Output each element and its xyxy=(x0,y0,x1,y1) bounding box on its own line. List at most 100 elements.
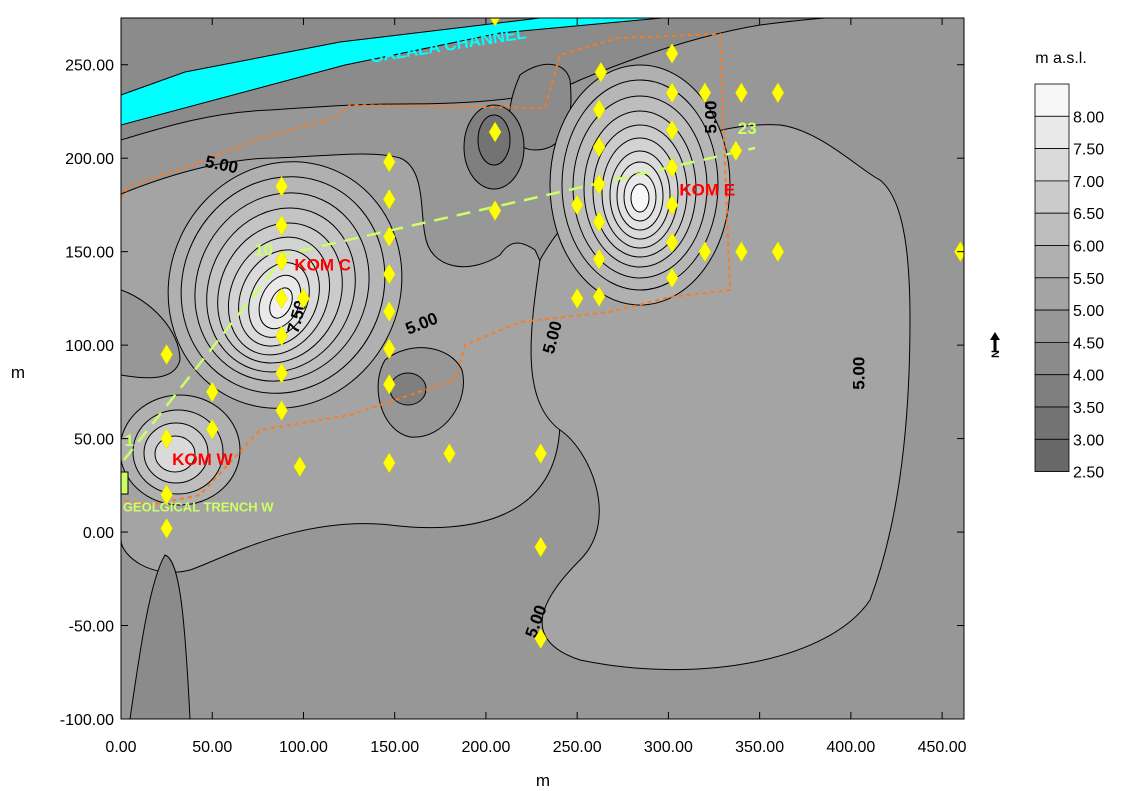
x-tick-label: 250.00 xyxy=(553,739,602,756)
y-tick-label: 50.00 xyxy=(74,432,114,449)
sample-point xyxy=(160,428,173,450)
sample-point xyxy=(534,628,547,650)
legend-level-label: 5.00 xyxy=(1073,303,1104,320)
sample-point xyxy=(275,175,288,197)
sample-point xyxy=(592,136,606,158)
sample-point xyxy=(275,362,288,384)
x-tick-label: 100.00 xyxy=(279,739,328,756)
low-trough-south xyxy=(129,554,191,719)
kom-c-boundary xyxy=(121,32,732,507)
legend-swatch xyxy=(1034,406,1070,440)
sample-point xyxy=(205,418,219,440)
legend-level-label: 5.50 xyxy=(1073,271,1104,288)
x-tick-label: 400.00 xyxy=(826,739,875,756)
sample-points xyxy=(160,18,964,650)
legend-title: m a.s.l. xyxy=(1035,50,1087,67)
y-tick-label: -50.00 xyxy=(69,619,114,636)
sample-point xyxy=(534,536,547,558)
sample-point xyxy=(729,140,743,162)
x-tick-label: 350.00 xyxy=(735,739,784,756)
sample-point xyxy=(735,241,748,263)
sample-point xyxy=(735,82,748,104)
sample-point xyxy=(488,200,502,222)
sample-point xyxy=(488,121,502,143)
sample-point xyxy=(382,263,396,285)
legend-level-label: 4.50 xyxy=(1073,335,1104,352)
legend: m a.s.l. 8.00 7.50 7.00 6.50 6.00 5.50 5.00 4.5… xyxy=(1034,50,1104,482)
legend-swatch xyxy=(1034,374,1070,408)
sample-point xyxy=(665,82,679,104)
y-tick-label: 100.00 xyxy=(65,338,114,355)
x-tick-label: 300.00 xyxy=(644,739,693,756)
legend-level-label: 3.00 xyxy=(1073,432,1104,449)
sample-point xyxy=(275,325,288,347)
sample-point xyxy=(698,241,712,263)
legend-swatch xyxy=(1034,148,1070,182)
sample-point xyxy=(592,173,606,195)
sample-point xyxy=(570,194,584,216)
sample-point xyxy=(382,226,396,248)
y-tick-label: 250.00 xyxy=(65,58,114,75)
legend-swatch xyxy=(1034,277,1070,311)
north-arrow-icon: N xyxy=(990,332,1002,358)
legend-level-label: 7.50 xyxy=(1073,142,1104,159)
legend-swatch xyxy=(1034,115,1070,150)
sample-point xyxy=(443,443,456,465)
site-label: KOM C xyxy=(294,255,351,274)
y-tick-label: 0.00 xyxy=(83,525,114,542)
x-tick-label: 450.00 xyxy=(918,739,967,756)
legend-swatch xyxy=(1034,180,1070,214)
sample-point xyxy=(160,517,173,539)
legend-swatch xyxy=(1034,83,1070,117)
sample-point xyxy=(534,443,547,465)
sample-point xyxy=(771,241,785,263)
profile-station-label: 1 xyxy=(125,431,134,450)
y-tick-label: -100.00 xyxy=(60,712,114,729)
legend-level-label: 6.50 xyxy=(1073,206,1104,223)
x-tick-label: 50.00 xyxy=(192,739,232,756)
gazala-channel xyxy=(121,18,663,126)
legend-level-label: 6.00 xyxy=(1073,239,1104,256)
sample-point xyxy=(594,61,608,83)
legend-swatch xyxy=(1034,245,1070,279)
sample-point xyxy=(665,231,679,253)
contour-label: 5.00 xyxy=(702,101,721,134)
site-label: GEOLGICAL TRENCH W xyxy=(123,500,274,515)
legend-swatch xyxy=(1034,438,1070,472)
x-tick-label: 150.00 xyxy=(370,739,419,756)
legend-level-label: 2.50 xyxy=(1073,465,1104,482)
site-label: KOM E xyxy=(679,181,735,200)
sample-point xyxy=(293,456,307,478)
sample-point xyxy=(592,286,606,308)
x-tick-label: 0.00 xyxy=(105,739,136,756)
sample-point xyxy=(698,82,712,104)
mound-kom-c xyxy=(167,161,403,409)
sample-point xyxy=(275,400,288,422)
legend-level-label: 7.00 xyxy=(1073,174,1104,191)
sample-point xyxy=(592,248,606,270)
geological-trench xyxy=(121,471,129,495)
legend-swatch xyxy=(1034,212,1070,246)
legend-swatch xyxy=(1034,341,1070,376)
legend-level-label: 3.50 xyxy=(1073,400,1104,417)
legend-level-label: 4.00 xyxy=(1073,368,1104,385)
profile-station-label: 23 xyxy=(738,119,757,138)
sample-point xyxy=(382,300,396,322)
svg-text:N: N xyxy=(990,350,1002,358)
x-tick-label: 200.00 xyxy=(461,739,510,756)
sample-point xyxy=(665,43,679,65)
sample-point xyxy=(205,381,219,403)
sample-point xyxy=(382,338,396,360)
sample-point xyxy=(275,250,288,272)
sample-point xyxy=(275,287,288,309)
sample-point xyxy=(160,343,173,365)
profile-station-label: 10 xyxy=(254,240,273,259)
sample-point xyxy=(592,99,606,121)
sample-point xyxy=(382,188,396,210)
sample-point xyxy=(771,82,785,104)
site-label: KOM W xyxy=(172,450,233,469)
sample-point xyxy=(665,119,679,141)
legend-swatch xyxy=(1034,309,1070,343)
